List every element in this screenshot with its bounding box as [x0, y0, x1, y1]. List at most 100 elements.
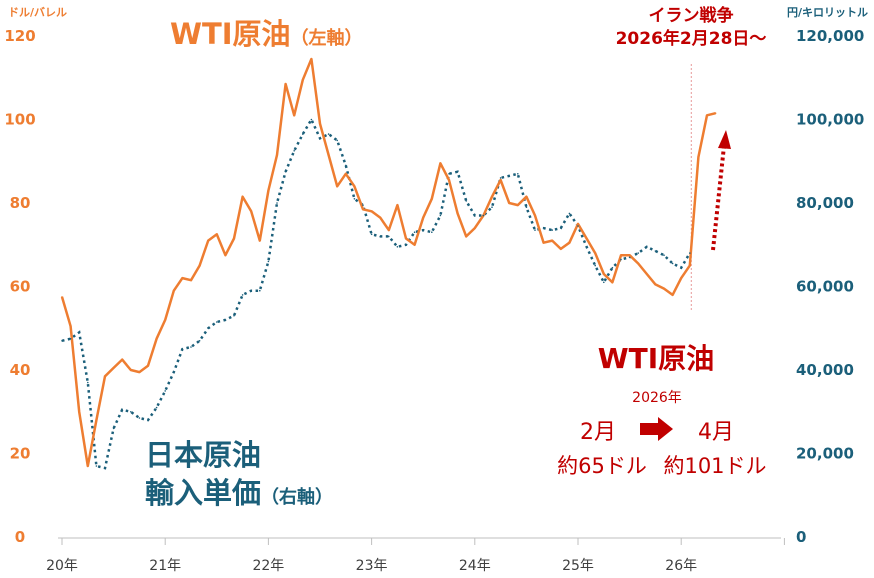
- data-point: [121, 358, 123, 361]
- data-point: [69, 337, 72, 340]
- data-point: [577, 225, 579, 227]
- data-point: [603, 281, 605, 284]
- x-axis-ticks: 20年 21年 22年 23年 24年 25年 26年: [46, 538, 785, 574]
- data-point: [121, 408, 123, 411]
- x-tick-label: 24年: [459, 558, 491, 574]
- data-point: [293, 150, 296, 152]
- data-point: [448, 173, 450, 175]
- data-point: [637, 252, 639, 254]
- data-point: [61, 340, 63, 342]
- right-tick-label: 20,000: [796, 445, 854, 463]
- left-tick-label: 0: [15, 528, 25, 546]
- data-point: [465, 200, 468, 202]
- left-axis-tick-labels: 0 20 40 60 80 100 120: [4, 27, 35, 546]
- wti-change-to-month: 4月: [698, 420, 734, 445]
- data-point: [87, 381, 89, 384]
- data-point: [474, 227, 476, 229]
- data-point: [620, 254, 622, 256]
- right-tick-label: 60,000: [796, 278, 854, 296]
- data-point: [525, 206, 528, 208]
- x-tick-label: 26年: [665, 558, 697, 574]
- data-point: [671, 294, 674, 296]
- data-point: [603, 273, 605, 275]
- data-point: [697, 156, 700, 158]
- data-point: [112, 427, 115, 430]
- data-point: [637, 262, 639, 265]
- wti-change-from-month: 2月: [580, 420, 616, 445]
- data-point: [224, 319, 227, 321]
- left-tick-label: 60: [10, 278, 31, 296]
- data-point: [517, 173, 519, 175]
- x-tick-label: 23年: [356, 558, 388, 574]
- data-point: [138, 371, 141, 373]
- data-point: [482, 214, 485, 217]
- data-point: [173, 289, 175, 292]
- data-point: [499, 177, 502, 179]
- data-point: [319, 137, 321, 140]
- data-point: [69, 325, 72, 328]
- data-point: [646, 273, 648, 275]
- data-point: [568, 241, 571, 244]
- japan-crude-import-line: [61, 116, 691, 470]
- data-point: [525, 195, 528, 198]
- data-point: [241, 195, 244, 198]
- wti-change-year: 2026年: [632, 390, 682, 406]
- data-point: [233, 237, 235, 240]
- data-point: [353, 198, 356, 200]
- data-point: [336, 139, 339, 142]
- x-tick-label: 20年: [46, 558, 78, 574]
- left-axis-unit: ドル/バレル: [8, 6, 67, 19]
- data-point: [370, 210, 373, 213]
- data-point: [164, 319, 166, 321]
- data-point: [327, 154, 330, 156]
- data-point: [147, 365, 149, 367]
- data-point: [405, 244, 407, 246]
- data-point: [370, 233, 373, 236]
- data-point: [155, 406, 158, 409]
- data-point: [319, 122, 321, 125]
- data-point: [396, 204, 399, 206]
- data-point: [551, 239, 553, 242]
- data-point: [671, 262, 674, 265]
- data-point: [284, 170, 287, 173]
- rise-arrow-shaft: [711, 145, 726, 251]
- data-point: [327, 133, 330, 135]
- data-point: [250, 210, 252, 213]
- data-point: [284, 83, 287, 85]
- data-point: [138, 417, 141, 419]
- data-point: [405, 237, 407, 240]
- data-point: [654, 250, 657, 252]
- left-tick-label: 40: [10, 361, 31, 379]
- data-point: [164, 390, 166, 392]
- data-point: [439, 214, 442, 217]
- x-tick-label: 22年: [252, 558, 284, 574]
- data-point: [276, 154, 278, 156]
- data-point: [431, 198, 433, 200]
- data-point: [517, 204, 519, 206]
- data-point: [534, 229, 536, 231]
- japan-crude-import-points: [61, 118, 691, 469]
- data-point: [628, 256, 631, 259]
- wti-change-title: WTI原油: [598, 342, 714, 375]
- data-point: [267, 189, 270, 192]
- right-axis-unit: 円/キロリットル: [787, 6, 868, 19]
- data-point: [611, 266, 614, 269]
- data-point: [216, 233, 218, 236]
- wti-series-title: WTI原油（左軸）: [170, 17, 363, 51]
- left-tick-label: 20: [10, 445, 31, 463]
- data-point: [689, 252, 691, 254]
- data-point: [388, 235, 390, 238]
- data-point: [112, 367, 115, 369]
- data-point: [508, 202, 511, 204]
- data-point: [95, 465, 98, 467]
- data-point: [551, 229, 553, 231]
- data-point: [663, 254, 665, 256]
- data-point: [560, 248, 562, 250]
- data-point: [78, 331, 80, 334]
- wti-points: [61, 58, 717, 467]
- data-point: [491, 195, 493, 198]
- data-point: [508, 175, 511, 177]
- data-point: [706, 114, 708, 117]
- event-label-line1: イラン戦争: [649, 5, 734, 26]
